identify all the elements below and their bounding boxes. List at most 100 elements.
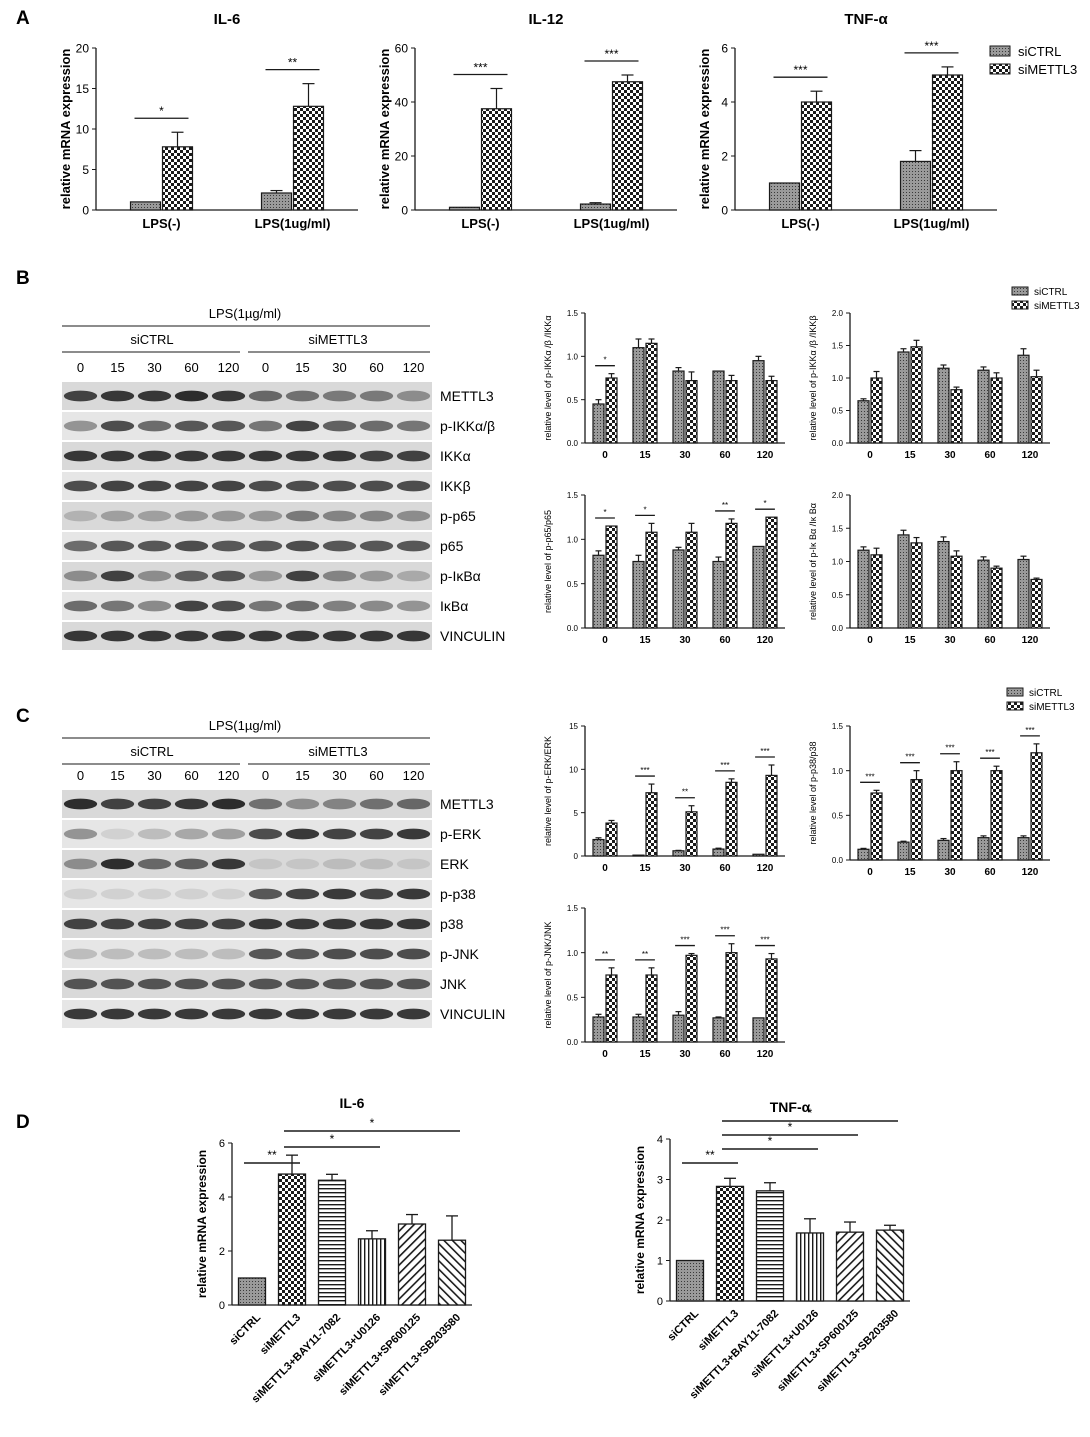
y-tick-label: 2	[721, 150, 728, 164]
y-tick-label: 0	[401, 204, 408, 218]
x-tick-label: 15	[904, 450, 916, 461]
blot-band	[396, 570, 431, 582]
blot-band	[63, 1008, 98, 1020]
chart-b1: relative level of p-IKKα /β /IKKα 0.0 0.5 1…	[543, 309, 785, 461]
bar-sictrl-60	[712, 370, 725, 444]
chart-b2: relative level of p-IKKα /β /IKKβ 0.0 0.5 1…	[808, 309, 1050, 461]
blot-band	[174, 948, 209, 960]
x-tick-label: LPS(-)	[142, 216, 180, 231]
bar-sictrl-120	[1017, 837, 1030, 861]
blot-band	[174, 570, 209, 582]
chart-title: IL-6	[214, 11, 241, 28]
legend-panel-c: siCTRL siMETTL3	[1006, 687, 1075, 713]
bar-simettl3-15	[645, 342, 658, 444]
x-tick-label: 0	[602, 863, 608, 874]
bar-simettl3-120	[765, 958, 778, 1043]
bar-sictrl-0	[592, 838, 605, 857]
bar-sictrl-120	[1017, 558, 1030, 629]
y-tick-label: 4	[219, 1192, 225, 1204]
significance-label: *	[763, 499, 766, 508]
blot-row-label: p-p65	[440, 508, 476, 524]
blot-band	[63, 978, 98, 990]
blot-row-label: VINCULIN	[440, 628, 505, 644]
bar-sictrl-15	[632, 854, 645, 857]
blot-band	[174, 858, 209, 870]
blot-band	[174, 798, 209, 810]
bar-sictrl-15	[897, 841, 910, 861]
significance-label: ***	[865, 772, 874, 781]
blot-band	[63, 600, 98, 612]
x-tick-label: 15	[904, 867, 916, 878]
x-tick-label: 15	[639, 863, 651, 874]
x-tick-label: 15	[639, 1049, 651, 1060]
significance-label: *	[808, 1106, 813, 1120]
bar-sictrl-lps1ugml	[260, 192, 293, 211]
significance-label: ***	[985, 748, 994, 757]
blot-band	[322, 450, 357, 462]
significance-label: *	[643, 505, 646, 514]
blot-band	[248, 510, 283, 522]
bar-simettl3u0126	[795, 1232, 825, 1302]
bar-simettl3-0	[870, 792, 883, 861]
blot-band	[359, 390, 394, 402]
blot-band	[322, 888, 357, 900]
blot-band	[137, 1008, 172, 1020]
significance-label: ***	[793, 63, 807, 77]
blot-band	[396, 858, 431, 870]
bar-simettl3-0	[870, 554, 883, 629]
lane-label: 0	[262, 768, 269, 783]
blot-band	[285, 828, 320, 840]
bar-simettl3-lps1ugml	[931, 74, 964, 211]
blot-band	[396, 918, 431, 930]
y-tick-label: 10	[569, 765, 578, 774]
blot-band	[359, 600, 394, 612]
y-tick-label: 1.5	[832, 722, 844, 731]
y-axis-label: relative mRNA expression	[633, 1146, 647, 1294]
y-tick-label: 0.5	[567, 580, 579, 589]
blot-row-label: p38	[440, 916, 464, 932]
bar-simettl3-15	[645, 531, 658, 629]
blot-band	[248, 630, 283, 642]
x-tick-label: siMETTL3+SB203580	[815, 1308, 902, 1395]
x-tick-label: 120	[1022, 635, 1039, 646]
legend-label-sictrl: siCTRL	[1034, 287, 1068, 298]
y-tick-label: 1.5	[832, 524, 844, 533]
blot-band	[137, 450, 172, 462]
x-tick-label: 30	[679, 635, 691, 646]
y-axis-label: relative mRNA expression	[195, 1150, 209, 1298]
legend-label-sictrl: siCTRL	[1018, 44, 1061, 59]
y-axis-label: relative level of p-p38/p38	[808, 741, 818, 844]
bar-simettl3-lps	[161, 146, 194, 211]
y-tick-label: 5	[82, 163, 89, 177]
blot-band	[248, 450, 283, 462]
blot-band	[63, 510, 98, 522]
bar-sictrl-15	[632, 347, 645, 444]
blot-band	[322, 510, 357, 522]
y-tick-label: 0	[219, 1300, 225, 1312]
bar-simettl3-60	[725, 380, 738, 444]
blot-band	[322, 978, 357, 990]
y-tick-label: 0	[574, 852, 579, 861]
bar-sictrl-30	[672, 370, 685, 444]
y-axis-label: relative level of p-IKKα /β /IKKα	[543, 315, 553, 440]
blot-band	[174, 510, 209, 522]
blot-row-label: ERK	[440, 856, 469, 872]
blot-band	[137, 828, 172, 840]
x-tick-label: 30	[679, 1049, 691, 1060]
x-tick-label: 60	[719, 635, 731, 646]
blot-band	[359, 978, 394, 990]
significance-label: ***	[945, 744, 954, 753]
lane-label: 30	[147, 768, 161, 783]
significance-label: ***	[720, 926, 729, 935]
bar-sictrl	[237, 1277, 267, 1306]
blot-band	[359, 510, 394, 522]
blot-band	[359, 540, 394, 552]
blot-band	[211, 1008, 246, 1020]
blot-band	[285, 888, 320, 900]
blot-band	[63, 450, 98, 462]
bar-simettl3-30	[950, 555, 963, 629]
blot-band	[322, 948, 357, 960]
x-tick-label: 15	[904, 635, 916, 646]
bar-sictrl-120	[1017, 354, 1030, 444]
